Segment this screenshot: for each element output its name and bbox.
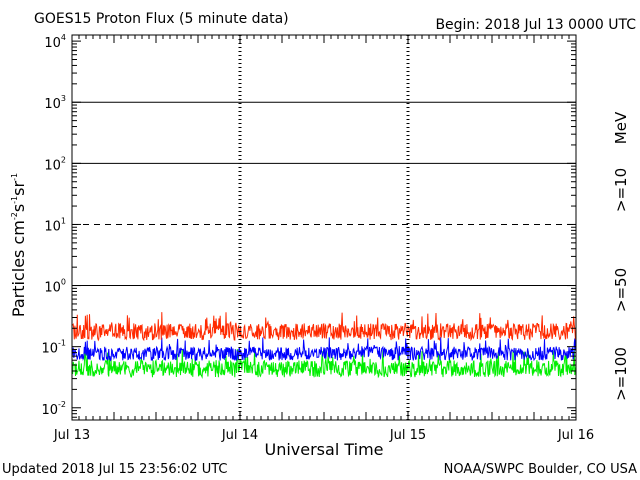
y-tick-label-1e-1: 10-1 — [41, 339, 66, 357]
series-line-p10 — [71, 312, 577, 342]
y-axis-title-s: s — [9, 204, 28, 212]
legend-p100: >=100 — [612, 347, 630, 401]
chart-title: GOES15 Proton Flux (5 minute data) — [34, 11, 289, 27]
series-layer — [71, 312, 577, 379]
y-axis-title-sr: sr — [9, 181, 28, 196]
y-tick-label-1e0: 100 — [44, 278, 66, 296]
y-tick-label-1e1: 101 — [44, 216, 66, 234]
y-tick-labels: 10-2 10-1 100 101 102 103 104 — [41, 33, 66, 418]
legend-p10: >=10 — [612, 168, 630, 212]
updated-timestamp: Updated 2018 Jul 15 23:56:02 UTC — [2, 462, 227, 477]
legend: MeV >=10 >=50 >=100 — [612, 111, 630, 401]
x-tick-label-2: Jul 15 — [389, 428, 426, 443]
grid-layer — [72, 35, 576, 420]
x-tick-label-3: Jul 16 — [557, 428, 594, 443]
begin-date: Begin: 2018 Jul 13 0000 UTC — [435, 17, 636, 33]
y-axis-title: Particles cm-2s-1sr-1 — [9, 173, 28, 317]
y-tick-label-1e4: 104 — [44, 33, 66, 51]
x-tick-label-1: Jul 14 — [221, 428, 258, 443]
legend-unit: MeV — [612, 111, 630, 144]
y-axis-title-exp1: -2 — [10, 212, 19, 220]
y-tick-label-1e-2: 10-2 — [41, 400, 66, 418]
series-line-p100 — [71, 348, 577, 379]
y-axis-title-exp2: -1 — [10, 196, 19, 204]
legend-p50: >=50 — [612, 268, 630, 312]
series-line-p50 — [71, 337, 577, 362]
x-tick-label-0: Jul 13 — [53, 428, 90, 443]
x-axis-title: Universal Time — [264, 440, 383, 459]
y-tick-label-1e2: 102 — [44, 155, 66, 173]
plot-frame — [71, 34, 577, 421]
y-axis-title-exp3: -1 — [10, 173, 19, 181]
y-tick-label-1e3: 103 — [44, 94, 66, 112]
y-axis-title-main: Particles cm — [9, 220, 28, 317]
source-credit: NOAA/SWPC Boulder, CO USA — [444, 462, 637, 477]
x-tick-labels: Jul 13 Jul 14 Jul 15 Jul 16 — [53, 428, 594, 443]
